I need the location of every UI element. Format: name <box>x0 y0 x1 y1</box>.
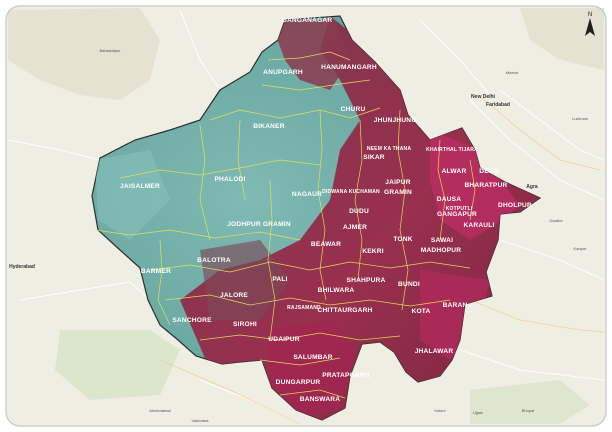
district-label-gangapur: GANGAPUR <box>437 211 477 218</box>
district-label-madhopur: MADHOPUR <box>421 247 461 254</box>
desert-highlight-west <box>95 150 170 240</box>
city-label-faridabad: Faridabad <box>486 102 510 108</box>
district-label-khairthal-tijara: KHAIRTHAL TIJARA <box>426 147 478 153</box>
district-label-sirohi: SIROHI <box>233 321 257 328</box>
district-label-dudu: DUDU <box>349 208 369 215</box>
district-label-gramin: GRAMIN <box>384 189 412 196</box>
terrain-hills-northeast <box>520 8 604 70</box>
district-label-hanumangarh: HANUMANGARH <box>321 64 377 71</box>
district-label-jhunjhunu: JHUNJHUNU <box>374 117 417 124</box>
north-arrow-label: N <box>588 12 592 18</box>
basemap-highways <box>159 95 605 425</box>
district-label-karauli: KARAULI <box>463 222 494 229</box>
district-label-dausa: DAUSA <box>437 196 461 203</box>
city-label-hyderabad: Hyderabad <box>9 264 35 270</box>
district-label-barmer: BARMER <box>141 268 171 275</box>
district-label-dungarpur: DUNGARPUR <box>276 379 321 386</box>
district-label-bharatpur: BHARATPUR <box>464 182 507 189</box>
city-label-vadodara: Vadodara <box>191 418 209 423</box>
district-label-shahpura: SHAHPURA <box>347 277 386 284</box>
district-label-anupgarh: ANUPGARH <box>263 69 303 76</box>
district-label-alwar: ALWAR <box>442 168 467 175</box>
city-label-gwalior: Gwalior <box>549 218 563 223</box>
district-label-sikar: SIKAR <box>363 154 385 161</box>
district-label-ganganagar: GANGANAGAR <box>282 17 333 24</box>
city-label-bahawalpur: Bahawalpur <box>99 48 121 53</box>
district-label-balotra: BALOTRA <box>197 257 231 264</box>
city-label-meerut: Meerut <box>506 70 519 75</box>
vegetation-region-south <box>270 320 355 415</box>
district-labels: GANGANAGAR HANUMANGARH ANUPGARH CHURU BIKANE… <box>120 17 532 403</box>
district-label-udaipur: UDAIPUR <box>268 336 299 343</box>
district-boundaries <box>94 51 476 399</box>
mixed-region-central-west <box>200 240 290 320</box>
district-label-churu: CHURU <box>341 106 366 113</box>
district-label-banswara: BANSWARA <box>300 396 340 403</box>
rajasthan-satellite-image <box>91 15 542 421</box>
district-label-jalore: JALORE <box>220 292 248 299</box>
district-label-jodhpur-gramin: JODHPUR GRAMIN <box>227 221 291 228</box>
vegetation-region-bright-east <box>430 130 520 240</box>
district-label-didwana-kuchaman: DIDWANA KUCHAMAN <box>322 189 380 195</box>
district-label-tonk: TONK <box>393 236 412 243</box>
district-label-sanchore: SANCHORE <box>172 317 212 324</box>
city-label-indore: Indore <box>434 408 446 413</box>
vegetation-region-north <box>270 20 350 90</box>
district-label-beawar: BEAWAR <box>311 241 341 248</box>
district-label-kekri: KEKRI <box>362 248 384 255</box>
district-label-jaipur: JAIPUR <box>385 179 410 186</box>
north-arrow-icon <box>585 18 595 36</box>
city-label-lucknow: Lucknow <box>572 116 588 121</box>
district-label-bhilwara: BHILWARA <box>318 287 355 294</box>
map-frame <box>5 5 607 427</box>
basemap-city-labels: Faridabad New Delhi Meerut Agra Bahawalpur Hy… <box>9 48 588 423</box>
city-label-bhopal: Bhopal <box>522 408 535 413</box>
district-label-jaisalmer: JAISALMER <box>120 183 160 190</box>
district-label-pali: PALI <box>272 276 287 283</box>
district-label-dholpur: DHOLPUR <box>498 202 532 209</box>
district-label-bikaner: BIKANER <box>253 123 284 130</box>
district-label-ajmer: AJMER <box>343 224 367 231</box>
city-label-ahmedabad: Ahmedabad <box>149 408 171 413</box>
city-label-new-delhi: New Delhi <box>471 94 496 100</box>
district-label-chittaurgarh: CHITTAURGARH <box>317 307 372 314</box>
vegetation-region-southeast <box>420 270 490 360</box>
district-label-sawai: SAWAI <box>431 237 453 244</box>
terrain-hills-northwest <box>8 8 160 100</box>
district-label-jhalawar: JHALAWAR <box>415 348 454 355</box>
city-label-ujjain: Ujjain <box>473 410 483 415</box>
district-label-bundi: BUNDI <box>398 281 420 288</box>
district-label-salumbar: SALUMBAR <box>293 354 332 361</box>
park-area-southwest <box>55 330 180 400</box>
district-label-neem-ka-thana: NEEM KA THANA <box>367 146 412 152</box>
district-label-pratapgarh: PRATAPGARH <box>322 372 370 379</box>
district-label-phalodi: PHALODI <box>214 176 245 183</box>
district-label-kota: KOTA <box>412 308 431 315</box>
vegetation-area-southeast <box>470 380 590 424</box>
district-label-baran: BARAN <box>443 302 468 309</box>
city-label-agra: Agra <box>526 184 538 190</box>
district-label-rajsamand: RAJSAMAND <box>287 305 321 311</box>
district-label-nagaur: NAGAUR <box>292 191 322 198</box>
north-arrow: N <box>585 12 595 36</box>
district-label-kotputli: KOTPUTLI <box>446 206 473 212</box>
district-label-deeg: DEEG <box>479 168 499 175</box>
city-label-kanpur: Kanpur <box>574 246 588 251</box>
